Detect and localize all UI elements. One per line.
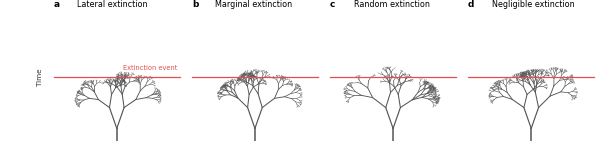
- Text: Marginal extinction: Marginal extinction: [215, 0, 293, 9]
- Text: Time: Time: [37, 68, 43, 86]
- Text: Extinction event: Extinction event: [124, 65, 178, 71]
- Text: Negligible extinction: Negligible extinction: [492, 0, 574, 9]
- Text: a: a: [53, 0, 60, 9]
- Text: Random extinction: Random extinction: [353, 0, 430, 9]
- Text: Lateral extinction: Lateral extinction: [77, 0, 148, 9]
- Text: b: b: [192, 0, 198, 9]
- Text: c: c: [330, 0, 335, 9]
- Text: d: d: [468, 0, 475, 9]
